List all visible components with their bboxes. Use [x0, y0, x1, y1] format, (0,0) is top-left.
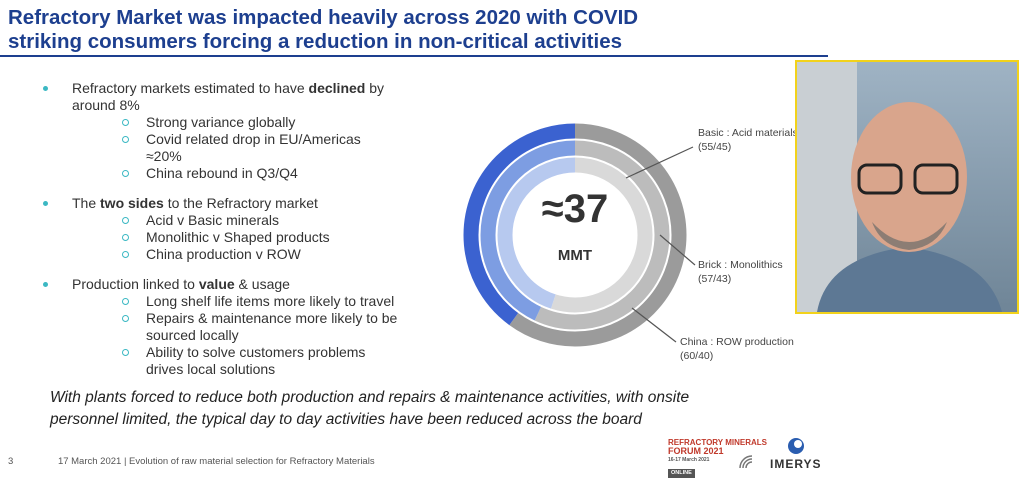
center-value: ≈37 — [542, 187, 608, 231]
ring-segment — [480, 140, 670, 330]
sub-bullet: China rebound in Q3/Q4 — [72, 165, 400, 182]
webcam-feed — [797, 62, 1002, 312]
logo-text: 16-17 March 2021 — [668, 457, 710, 463]
ring-ratio: (55/45) — [698, 141, 731, 153]
center-unit: MMT — [558, 247, 592, 264]
bullet: The two sides to the Refractory market Ac… — [40, 195, 400, 263]
logo-text: REFRACTORY MINERALS — [668, 438, 767, 447]
sub-bullet: Monolithic v Shaped products — [72, 229, 400, 246]
page-number: 3 — [8, 456, 14, 467]
title-line: Refractory Market was impacted heavily a… — [8, 6, 639, 29]
signal-icon — [739, 455, 753, 469]
title-line: striking consumers forcing a reduction i… — [8, 30, 622, 53]
glasses — [857, 163, 903, 195]
quote-line: personnel limited, the typical day to da… — [50, 411, 642, 428]
sub-bullet: Covid related drop in EU/Americas ≈20% — [72, 131, 400, 165]
bullet-list: Refractory markets estimated to have dec… — [40, 80, 400, 391]
title-rule — [0, 55, 828, 57]
ring-ratio: (57/43) — [698, 273, 731, 285]
logo-text: FORUM 2021 — [668, 446, 724, 456]
ring-label: China : ROW production — [680, 336, 794, 348]
sub-bullet: Repairs & maintenance more likely to be … — [72, 310, 400, 344]
bold-text: value — [198, 276, 235, 292]
bullet: Refractory markets estimated to have dec… — [40, 80, 400, 182]
ring-segment — [497, 157, 653, 313]
logo-text: ONLINE — [668, 469, 695, 478]
glasses — [913, 163, 959, 195]
bold-text: two sides — [100, 195, 164, 211]
sub-bullet: Ability to solve customers problems driv… — [72, 344, 400, 378]
footer: 3 17 March 2021 | Evolution of raw mater… — [8, 456, 375, 467]
beard — [872, 222, 947, 250]
webcam-video — [795, 60, 1019, 314]
bullet: Production linked to value & usage Long s… — [40, 276, 400, 378]
company-name: IMERYS — [770, 457, 822, 471]
company-icon — [788, 438, 804, 454]
sub-bullet: Long shelf life items more likely to tra… — [72, 293, 400, 310]
ring-label: Brick : Monolithics — [698, 259, 783, 271]
bullet-text: The — [72, 195, 101, 211]
ring-label: Basic : Acid materials — [698, 127, 798, 139]
bullet-text: & usage — [234, 276, 290, 292]
footer-caption: | Evolution of raw material selection fo… — [123, 456, 375, 467]
bullet-text: to the Refractory market — [163, 195, 318, 211]
quote-line: With plants forced to reduce both produc… — [50, 389, 690, 406]
sub-bullet: Acid v Basic minerals — [72, 212, 400, 229]
bold-text: declined — [308, 80, 366, 96]
bullet-text: Refractory markets estimated to have — [72, 80, 309, 96]
leader-lines — [625, 146, 696, 343]
leader-line — [659, 234, 696, 266]
ring-ratio: (60/40) — [680, 350, 713, 362]
donut-chart: ≈37 MMT Basic : Acid materials (55/45) B… — [463, 123, 798, 362]
leader-line — [625, 146, 694, 179]
ring-segment — [463, 123, 687, 347]
sub-bullet: China production v ROW — [72, 246, 400, 263]
slide-title: Refractory Market was impacted heavily a… — [8, 6, 638, 54]
shirt — [817, 247, 1002, 312]
forum-logo: REFRACTORY MINERALS FORUM 2021 16-17 Mar… — [668, 438, 767, 478]
bullet-text: by around 8% — [72, 80, 385, 113]
footer-date: 17 March 2021 — [57, 456, 122, 467]
bullet-text: Production linked to — [72, 276, 199, 292]
sub-bullet: Strong variance globally — [72, 114, 400, 131]
leader-line — [631, 307, 677, 343]
quote: With plants forced to reduce both produc… — [50, 387, 689, 431]
face — [851, 102, 967, 252]
